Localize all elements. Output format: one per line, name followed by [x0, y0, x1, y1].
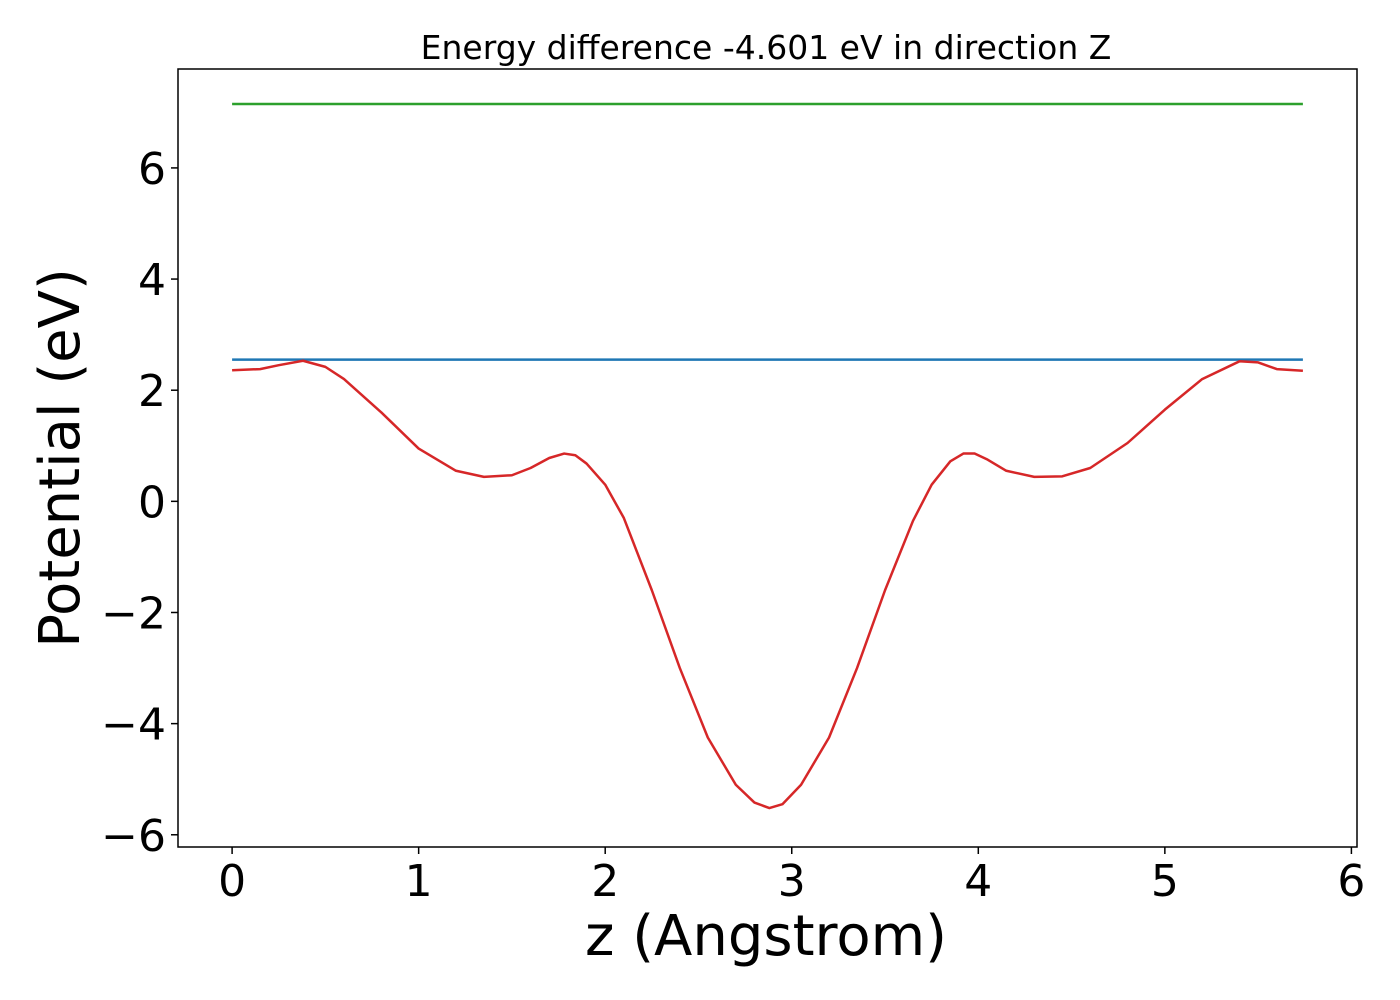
plot-frame — [177, 68, 1358, 848]
y-tick-label: 2 — [138, 366, 166, 417]
y-axis-label: Potential (eV) — [28, 268, 93, 648]
x-tick-label: 4 — [964, 856, 992, 907]
y-tick-label: −2 — [101, 588, 166, 639]
x-axis-label: z (Angstrom) — [585, 904, 947, 969]
y-tick-label: 0 — [138, 477, 166, 528]
x-tick-label: 2 — [591, 856, 619, 907]
y-tick-label: −6 — [101, 811, 166, 862]
chart-title: Energy difference -4.601 eV in direction… — [421, 28, 1112, 67]
plot-area: 0 1 2 3 4 5 6 −6 −4 −2 0 2 4 6 — [101, 68, 1365, 907]
x-tick-label: 5 — [1151, 856, 1179, 907]
x-tick-label: 3 — [778, 856, 806, 907]
x-tick-label: 6 — [1337, 856, 1365, 907]
y-tick-label: −4 — [101, 700, 166, 751]
x-tick-label: 1 — [405, 856, 433, 907]
x-tick-label: 0 — [218, 856, 246, 907]
y-tick-label: 6 — [138, 144, 166, 195]
y-tick-label: 4 — [138, 255, 166, 306]
series-line-3 — [232, 359, 1303, 810]
